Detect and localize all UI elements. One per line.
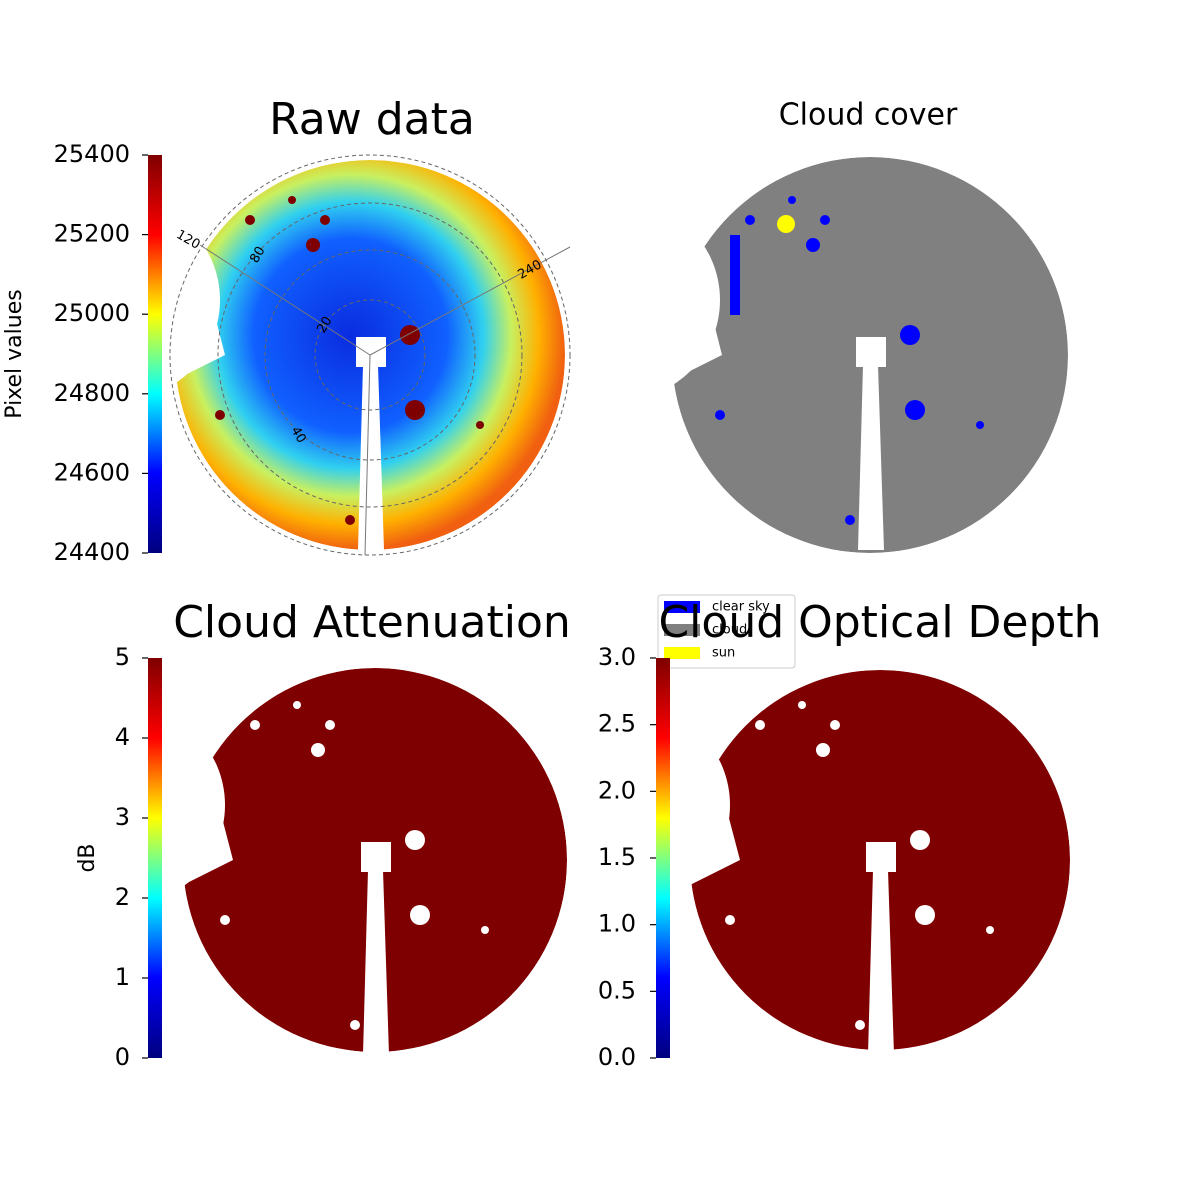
bright-spot [345,515,355,525]
colorbar-tick-label: 24800 [54,379,130,407]
bright-spot [405,400,425,420]
clear-sky-area [715,410,725,420]
colorbar-tick-label: 24400 [54,538,130,566]
sky-image [183,668,567,1052]
polar-label: 80 [247,244,268,266]
polar-axis [364,354,371,556]
colorbar-tick-label: 25200 [54,220,130,248]
polar-ring [314,299,426,411]
polar-label: 20 [314,314,335,336]
colorbar-tick-label: 0 [115,1043,130,1071]
colorbar-tick-label: 24600 [54,458,130,486]
polar-label: 120 [173,227,202,252]
no-data-spot [915,905,935,925]
colorbar-tick-label: 3.0 [598,643,636,671]
colorbar [148,658,162,1058]
colorbar-tick-label: 1 [115,963,130,991]
polar-ring [169,154,571,556]
colorbar-tick-label: 2.0 [598,776,636,804]
legend-swatch [664,601,700,613]
legend-label: cloud [712,623,747,638]
clear-sky-area [900,325,920,345]
no-data-spot [755,720,765,730]
legend-swatch [664,624,700,636]
bright-spot [400,325,420,345]
no-data-spot [855,1020,865,1030]
colorbar [148,155,162,553]
no-data-spot [410,905,430,925]
no-data-spot [986,926,994,934]
attenuation-area [690,670,1070,1050]
legend-label: clear sky [712,600,770,615]
no-data-spot [798,701,806,709]
colorbar-tick-label: 1.5 [598,843,636,871]
no-data-spot [910,830,930,850]
clear-sky-area [806,238,820,252]
colorbar-tick-label: 25400 [54,140,130,168]
colorbar-tick-label: 0.0 [598,1043,636,1071]
colorbar-tick-label: 2.5 [598,710,636,738]
colorbar-tick-label: 3 [115,803,130,831]
attenuation-area [183,668,567,1052]
clear-sky-area [905,400,925,420]
clear-sky-area [788,196,796,204]
clear-sky-area [845,515,855,525]
bright-spot [215,410,225,420]
colorbar-tick-label: 4 [115,723,130,751]
colorbar-tick-label: 1.0 [598,910,636,938]
sky-image [672,157,1068,553]
colorbar-tick-label: 25000 [54,299,130,327]
legend-swatch [664,647,700,659]
bright-spot [288,196,296,204]
colorbar-label: dB [75,843,100,872]
bright-spot [306,238,320,252]
no-data-spot [405,830,425,850]
no-data-spot [816,743,830,757]
colorbar [656,658,670,1058]
colorbar-tick-label: 5 [115,643,130,671]
legend: clear sky cloud sun [657,594,796,669]
no-data-spot [293,701,301,709]
colorbar-label: Pixel values [2,289,27,418]
polar-ring [217,202,523,508]
colorbar-tick-label: 0.5 [598,976,636,1004]
bright-spot [320,215,330,225]
polar-label: 40 [287,424,308,446]
no-data-spot [220,915,230,925]
no-data-spot [725,915,735,925]
sun [777,215,795,233]
polar-ring [264,249,476,461]
sky-image [690,670,1070,1050]
no-data-spot [311,743,325,757]
clear-sky-area [730,235,740,315]
panel-title: Cloud cover [779,98,958,133]
cloud-area [672,157,1068,553]
clear-sky-area [820,215,830,225]
clear-sky-area [745,215,755,225]
panel-title: Cloud Optical Depth [658,597,1101,648]
panel-title: Cloud Attenuation [173,597,571,648]
no-data-spot [325,720,335,730]
bright-spot [476,421,484,429]
colorbar-tick-label: 2 [115,883,130,911]
no-data-spot [350,1020,360,1030]
no-data-spot [481,926,489,934]
polar-axis [199,244,371,356]
no-data-spot [250,720,260,730]
polar-axis [369,246,571,356]
no-data-spot [830,720,840,730]
panel-title: Raw data [269,94,475,145]
bright-spot [245,215,255,225]
legend-label: sun [712,646,735,661]
clear-sky-area [976,421,984,429]
